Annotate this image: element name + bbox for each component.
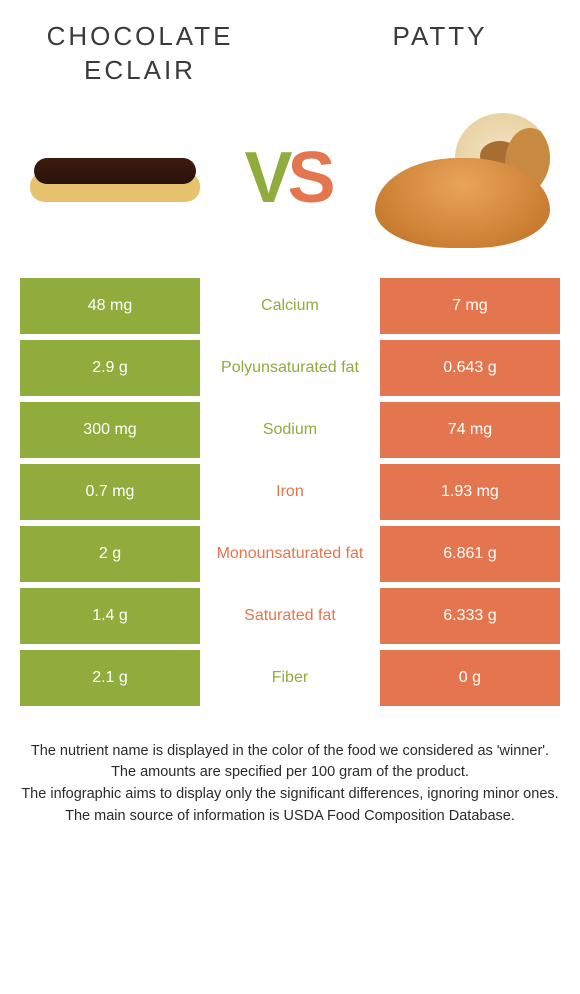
table-row: 2.9 gPolyunsaturated fat0.643 g (20, 340, 560, 396)
cell-nutrient: Sodium (200, 402, 380, 458)
vs-label: V S (244, 137, 335, 219)
cell-nutrient: Monounsaturated fat (200, 526, 380, 582)
cell-right: 7 mg (380, 278, 560, 334)
cell-right: 6.861 g (380, 526, 560, 582)
eclair-image (20, 108, 210, 248)
cell-left: 2.9 g (20, 340, 200, 396)
cell-right: 74 mg (380, 402, 560, 458)
cell-nutrient: Iron (200, 464, 380, 520)
footnote-line: The main source of information is USDA F… (15, 806, 565, 828)
table-row: 2 gMonounsaturated fat6.861 g (20, 526, 560, 582)
footnote-line: The nutrient name is displayed in the co… (15, 741, 565, 763)
cell-nutrient: Saturated fat (200, 588, 380, 644)
cell-left: 48 mg (20, 278, 200, 334)
cell-right: 6.333 g (380, 588, 560, 644)
title-right: PATTY (340, 20, 540, 88)
footnotes: The nutrient name is displayed in the co… (0, 706, 580, 828)
cell-left: 2 g (20, 526, 200, 582)
table-row: 1.4 gSaturated fat6.333 g (20, 588, 560, 644)
cell-nutrient: Fiber (200, 650, 380, 706)
footnote-line: The infographic aims to display only the… (15, 784, 565, 806)
comparison-table: 48 mgCalcium7 mg 2.9 gPolyunsaturated fat… (20, 278, 560, 706)
header: CHOCOLATE ECLAIR PATTY (0, 0, 580, 88)
cell-nutrient: Calcium (200, 278, 380, 334)
table-row: 48 mgCalcium7 mg (20, 278, 560, 334)
footnote-line: The amounts are specified per 100 gram o… (15, 762, 565, 784)
images-row: V S (0, 88, 580, 278)
table-row: 0.7 mgIron1.93 mg (20, 464, 560, 520)
cell-left: 300 mg (20, 402, 200, 458)
cell-left: 1.4 g (20, 588, 200, 644)
table-row: 300 mgSodium74 mg (20, 402, 560, 458)
cell-right: 0 g (380, 650, 560, 706)
patty-image (370, 108, 560, 248)
cell-left: 2.1 g (20, 650, 200, 706)
cell-right: 1.93 mg (380, 464, 560, 520)
vs-v: V (244, 137, 292, 219)
cell-left: 0.7 mg (20, 464, 200, 520)
cell-nutrient: Polyunsaturated fat (200, 340, 380, 396)
cell-right: 0.643 g (380, 340, 560, 396)
title-left: CHOCOLATE ECLAIR (40, 20, 240, 88)
vs-s: S (288, 137, 336, 219)
table-row: 2.1 gFiber0 g (20, 650, 560, 706)
